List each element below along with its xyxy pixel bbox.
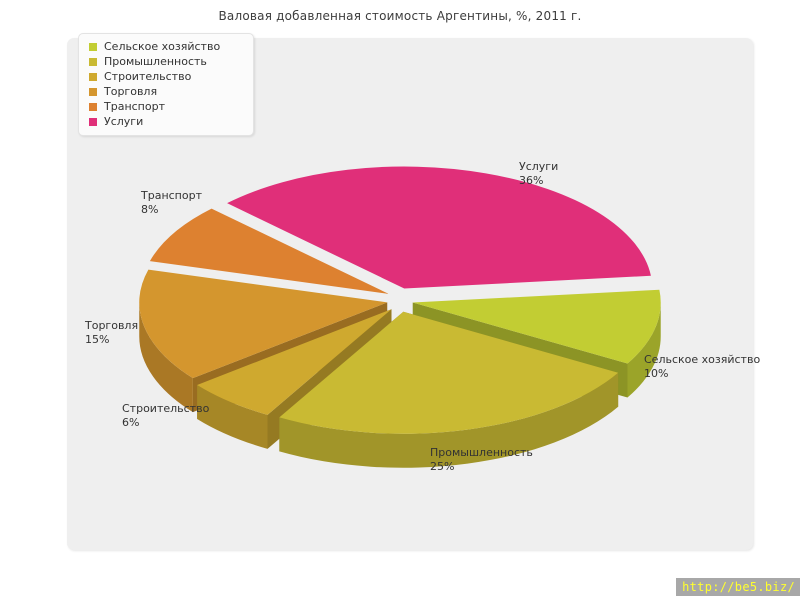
slice-label-transport-name: Транспорт	[141, 189, 202, 202]
watermark: http://be5.biz/	[676, 578, 800, 596]
legend-label-industry: Промышленность	[104, 55, 207, 68]
chart-legend: Сельское хозяйство Промышленность Строит…	[78, 33, 254, 136]
slice-label-services: Услуги 36%	[519, 160, 558, 188]
legend-item-trade[interactable]: Торговля	[87, 84, 245, 99]
legend-item-services[interactable]: Услуги	[87, 114, 245, 129]
slice-label-services-pct: 36%	[519, 174, 544, 187]
legend-item-agriculture[interactable]: Сельское хозяйство	[87, 39, 245, 54]
slice-label-construction-name: Строительство	[122, 402, 210, 415]
slice-label-trade: Торговля 15%	[85, 319, 138, 347]
slice-label-transport: Транспорт 8%	[141, 189, 202, 217]
slice-label-construction-pct: 6%	[122, 416, 140, 429]
legend-label-transport: Транспорт	[104, 100, 165, 113]
slice-label-trade-name: Торговля	[85, 319, 139, 332]
slice-label-industry-pct: 25%	[430, 460, 455, 473]
slice-label-transport-pct: 8%	[141, 203, 159, 216]
legend-swatch-services	[89, 117, 97, 126]
slice-label-industry: Промышленность 25%	[430, 446, 533, 474]
legend-swatch-construction	[89, 72, 97, 81]
legend-item-transport[interactable]: Транспорт	[87, 99, 245, 114]
legend-item-industry[interactable]: Промышленность	[87, 54, 245, 69]
slice-label-agriculture: Сельское хозяйство 10%	[644, 353, 760, 381]
slice-label-industry-name: Промышленность	[430, 446, 533, 459]
legend-swatch-transport	[89, 102, 97, 111]
legend-swatch-agriculture	[89, 42, 97, 51]
legend-item-construction[interactable]: Строительство	[87, 69, 245, 84]
legend-label-services: Услуги	[104, 115, 144, 128]
slice-label-services-name: Услуги	[519, 160, 559, 173]
legend-label-construction: Строительство	[104, 70, 192, 83]
page-title: Валовая добавленная стоимость Аргентины,…	[218, 9, 582, 23]
legend-swatch-industry	[89, 57, 97, 66]
legend-label-trade: Торговля	[104, 85, 158, 98]
slice-label-construction: Строительство 6%	[122, 402, 209, 430]
slice-label-agriculture-pct: 10%	[644, 367, 669, 380]
legend-swatch-trade	[89, 87, 97, 96]
legend-label-agriculture: Сельское хозяйство	[104, 40, 221, 53]
slice-label-trade-pct: 15%	[85, 333, 110, 346]
slice-label-agriculture-name: Сельское хозяйство	[644, 353, 761, 366]
